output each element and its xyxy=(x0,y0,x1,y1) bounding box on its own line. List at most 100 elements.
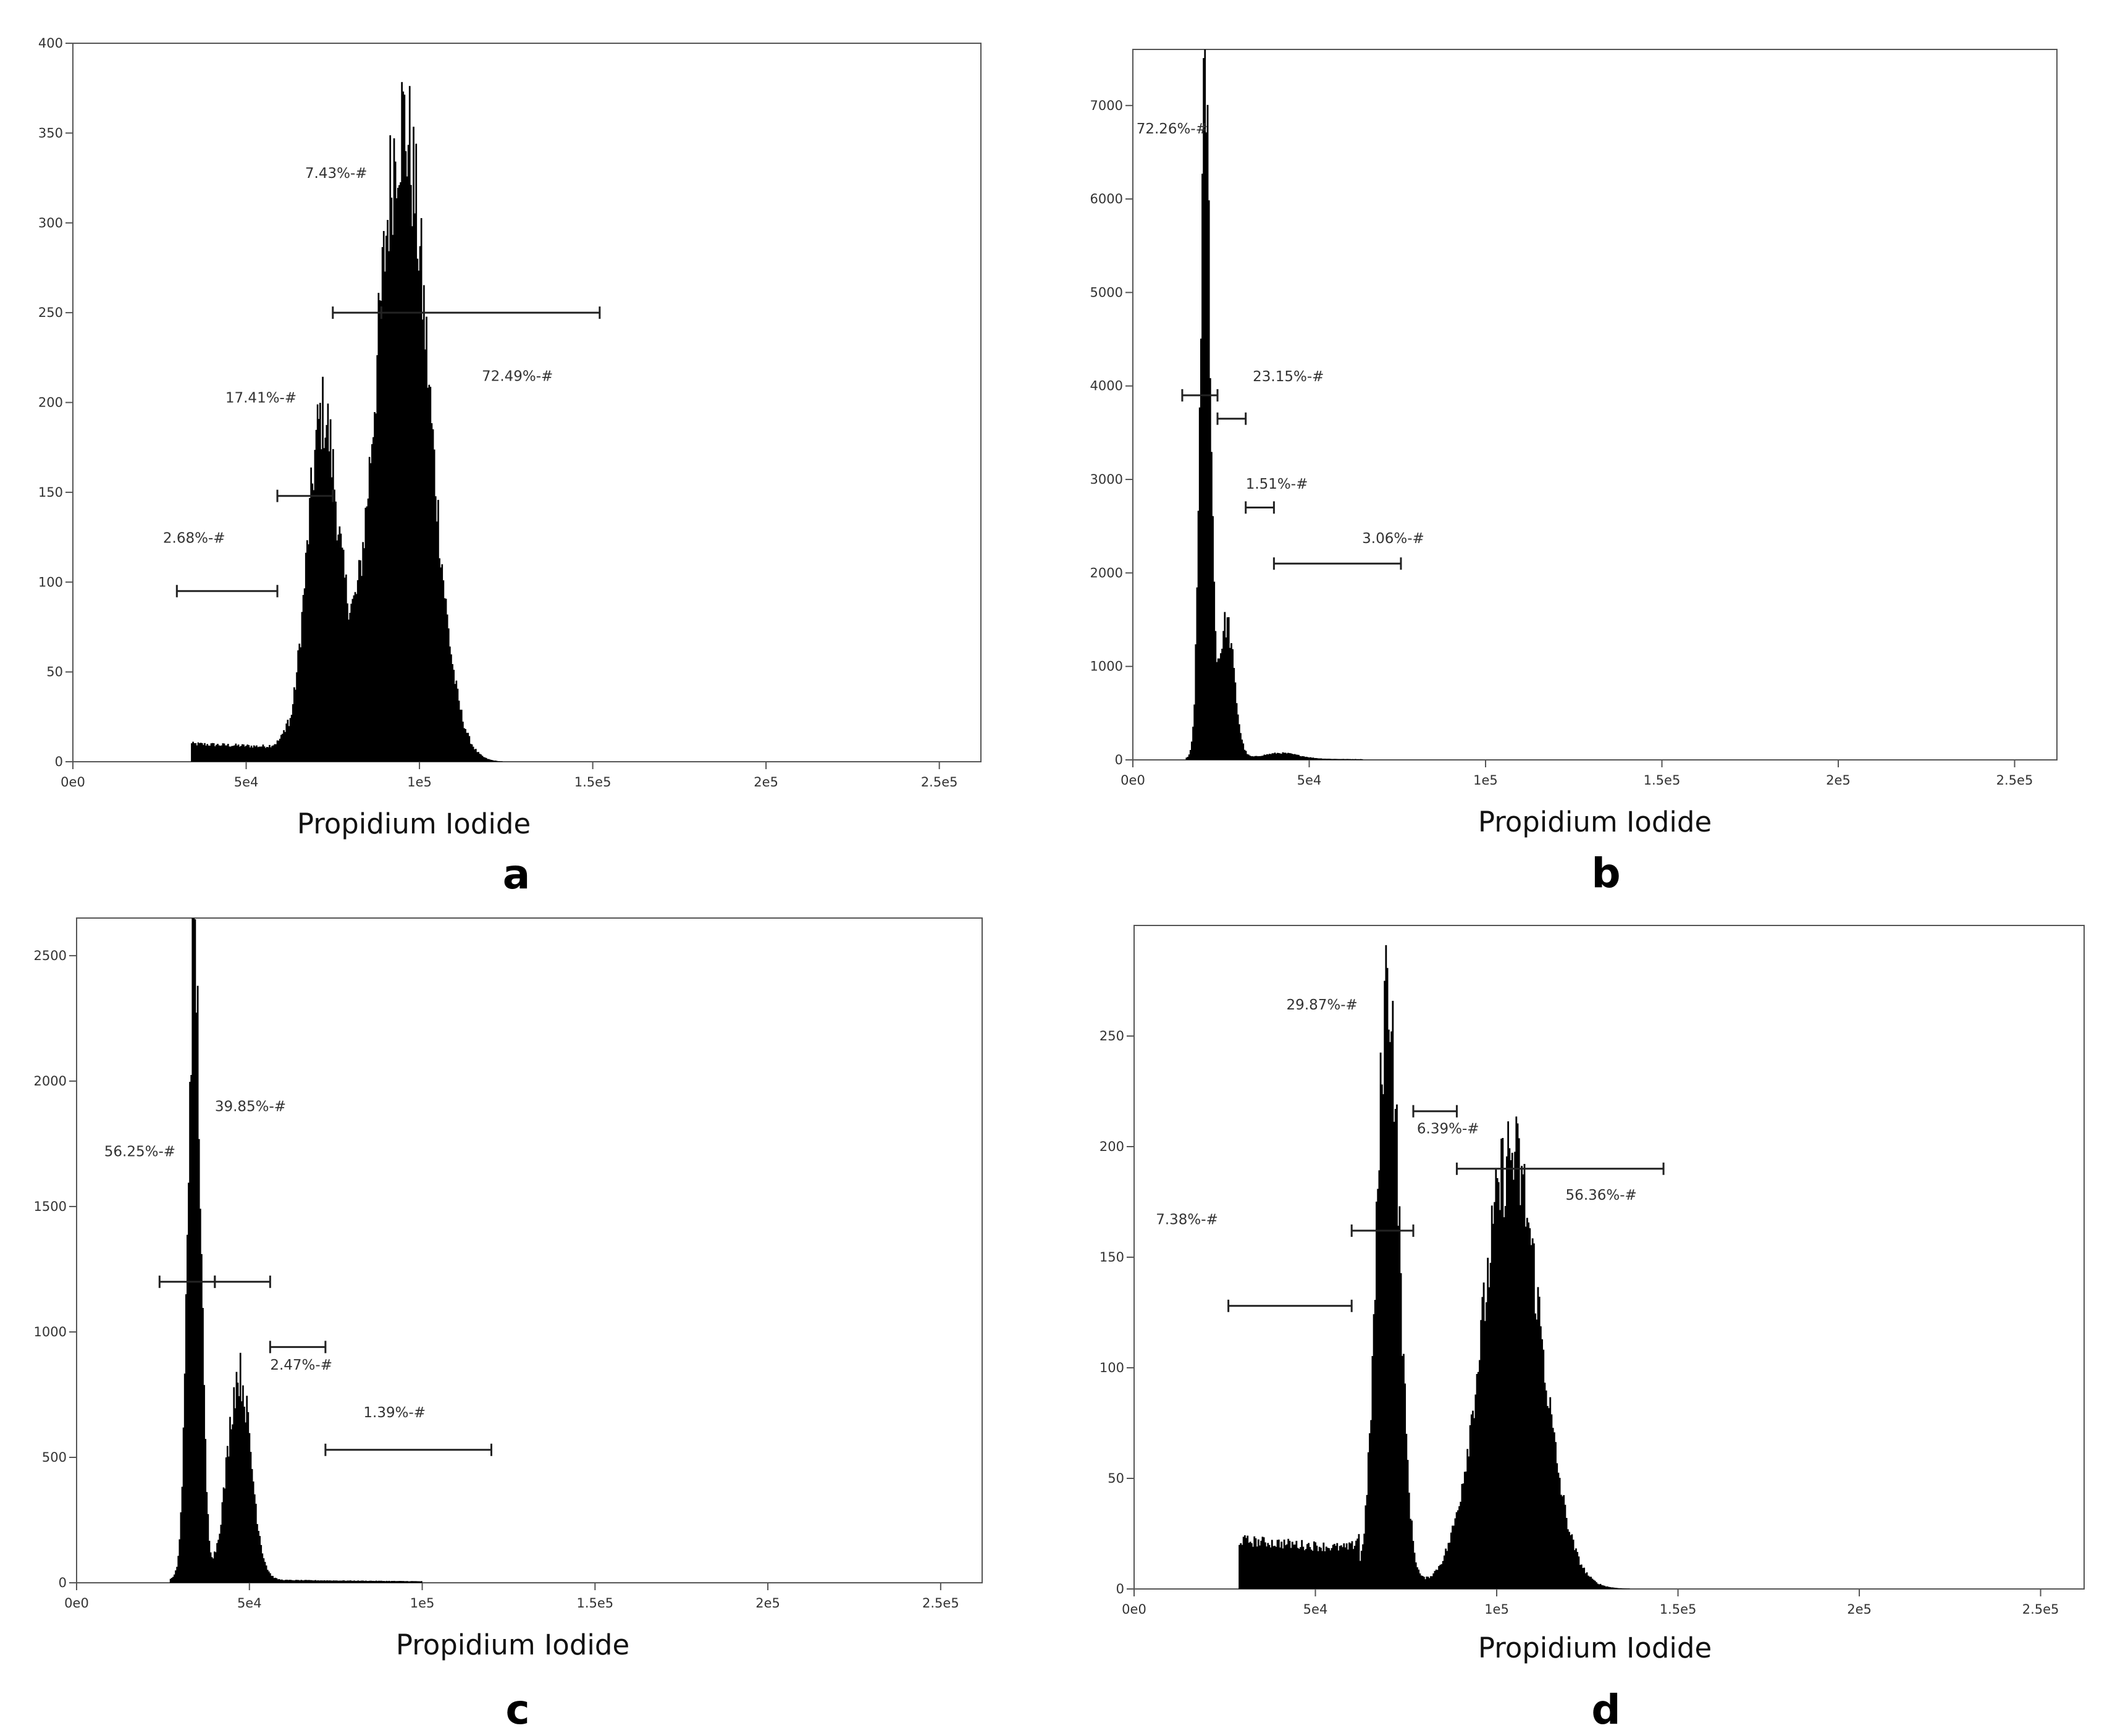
histogram-bar xyxy=(1542,1349,1545,1589)
histogram-bar xyxy=(1506,1156,1508,1589)
gate-marker xyxy=(175,584,279,597)
histogram-bar xyxy=(1584,1573,1587,1589)
histogram-bar xyxy=(429,387,432,762)
histogram-bar xyxy=(383,1581,385,1583)
histogram-bar xyxy=(206,1492,208,1583)
histogram-bar xyxy=(1394,1108,1397,1589)
histogram-bar xyxy=(1188,754,1190,760)
histogram-bar xyxy=(1415,1562,1417,1589)
y-tick-label: 6000 xyxy=(1090,192,1123,206)
gate-label: 6.39%-# xyxy=(1417,1121,1479,1137)
gate-marker xyxy=(1181,389,1219,402)
histogram-bar xyxy=(411,226,413,762)
histogram-bar xyxy=(1620,1588,1622,1589)
panel-letter: c xyxy=(505,1686,529,1734)
histogram-bar xyxy=(368,457,371,762)
histogram-bar xyxy=(309,498,311,762)
histogram-bar xyxy=(1310,757,1312,760)
histogram-bar xyxy=(1251,756,1254,760)
histogram-bar xyxy=(1213,581,1216,760)
histogram-bar xyxy=(1302,1546,1305,1589)
histogram-bar xyxy=(316,1580,318,1583)
histogram-bar xyxy=(1423,1577,1425,1589)
histogram-bar xyxy=(428,384,431,762)
histogram-bar xyxy=(466,733,468,762)
histogram-bar xyxy=(251,1468,253,1583)
histogram-bar xyxy=(349,612,351,762)
histogram-bar xyxy=(246,1396,248,1583)
histogram-bar xyxy=(397,1581,400,1583)
histogram-bar xyxy=(1553,1432,1555,1589)
histogram-bar xyxy=(318,1580,321,1583)
histogram-bar xyxy=(193,918,195,1583)
histogram-bar xyxy=(1533,1243,1535,1589)
histogram-bar xyxy=(181,1486,183,1583)
histogram-bar xyxy=(220,1525,222,1583)
histogram-bar xyxy=(201,1254,203,1583)
histogram-bar xyxy=(256,745,258,762)
histogram-bar xyxy=(1327,759,1329,760)
histogram-bar xyxy=(436,521,438,762)
histogram-bar xyxy=(317,1580,319,1583)
histogram-bar xyxy=(243,744,245,762)
histogram-bar xyxy=(1426,1576,1428,1589)
histogram-bar xyxy=(1248,1543,1250,1589)
histogram-bar xyxy=(261,746,263,762)
histogram-bar xyxy=(1393,1121,1395,1589)
x-tick-label: 5e4 xyxy=(1297,773,1322,788)
histogram-bar xyxy=(201,743,203,762)
histogram-bar xyxy=(1367,1452,1369,1589)
histogram-bar xyxy=(1252,1546,1254,1589)
histogram-bar xyxy=(1390,1031,1393,1589)
histogram-bar xyxy=(1607,1586,1610,1589)
histogram-bar xyxy=(1246,754,1248,760)
histogram-bar xyxy=(450,654,452,762)
histogram-bar xyxy=(1240,1543,1242,1589)
histogram-bar xyxy=(1355,1540,1357,1589)
histogram-bar xyxy=(1378,1170,1381,1589)
x-tick-label: 1e5 xyxy=(1484,1602,1509,1617)
histogram-bar xyxy=(382,1581,384,1583)
histogram-bar xyxy=(1322,759,1325,760)
histogram-bar xyxy=(272,1575,274,1583)
x-tick-label: 2.5e5 xyxy=(922,1596,959,1611)
histogram-bar xyxy=(253,1494,256,1583)
y-tick-label: 7000 xyxy=(1090,98,1123,113)
histogram-bar xyxy=(408,1581,410,1583)
histogram-bar xyxy=(471,744,473,762)
histogram-bar xyxy=(355,594,358,762)
histogram-bar xyxy=(1429,1576,1432,1589)
histogram-bar xyxy=(1189,749,1192,760)
histogram-bar xyxy=(319,1580,322,1583)
histogram-bar xyxy=(326,424,328,762)
histogram-bar xyxy=(1432,1573,1435,1589)
histogram-bar xyxy=(196,745,198,762)
histogram-bar xyxy=(287,1580,290,1583)
histogram-bar xyxy=(1234,682,1237,760)
histogram-bar xyxy=(1284,1545,1287,1589)
histogram-bar xyxy=(366,506,368,762)
histogram-bar xyxy=(358,1580,361,1583)
histogram-bar xyxy=(303,588,306,762)
histogram-bar xyxy=(1312,757,1314,760)
histogram-bar xyxy=(1308,1543,1310,1589)
histogram-bar xyxy=(1206,104,1209,760)
histogram-bar xyxy=(338,1580,340,1583)
histogram-bar xyxy=(295,1580,297,1583)
histogram-bar xyxy=(1325,1546,1327,1589)
histogram-bar xyxy=(1300,756,1303,760)
histogram-bar xyxy=(1510,1160,1512,1589)
histogram-bar xyxy=(1237,714,1239,760)
histogram-bar xyxy=(1264,1542,1266,1589)
histogram-bar xyxy=(1243,1535,1246,1589)
histogram-bar xyxy=(277,740,280,762)
histogram-bar xyxy=(248,745,250,762)
histogram-bar xyxy=(1272,753,1275,760)
histogram-bar xyxy=(1287,752,1289,760)
histogram-bar xyxy=(1613,1587,1615,1589)
histogram-bar xyxy=(437,500,439,762)
x-axis-title: Propidium Iodide xyxy=(1478,1632,1712,1664)
histogram-bar xyxy=(286,1580,288,1583)
histogram-bar xyxy=(253,745,255,762)
histogram-bar xyxy=(206,744,208,762)
